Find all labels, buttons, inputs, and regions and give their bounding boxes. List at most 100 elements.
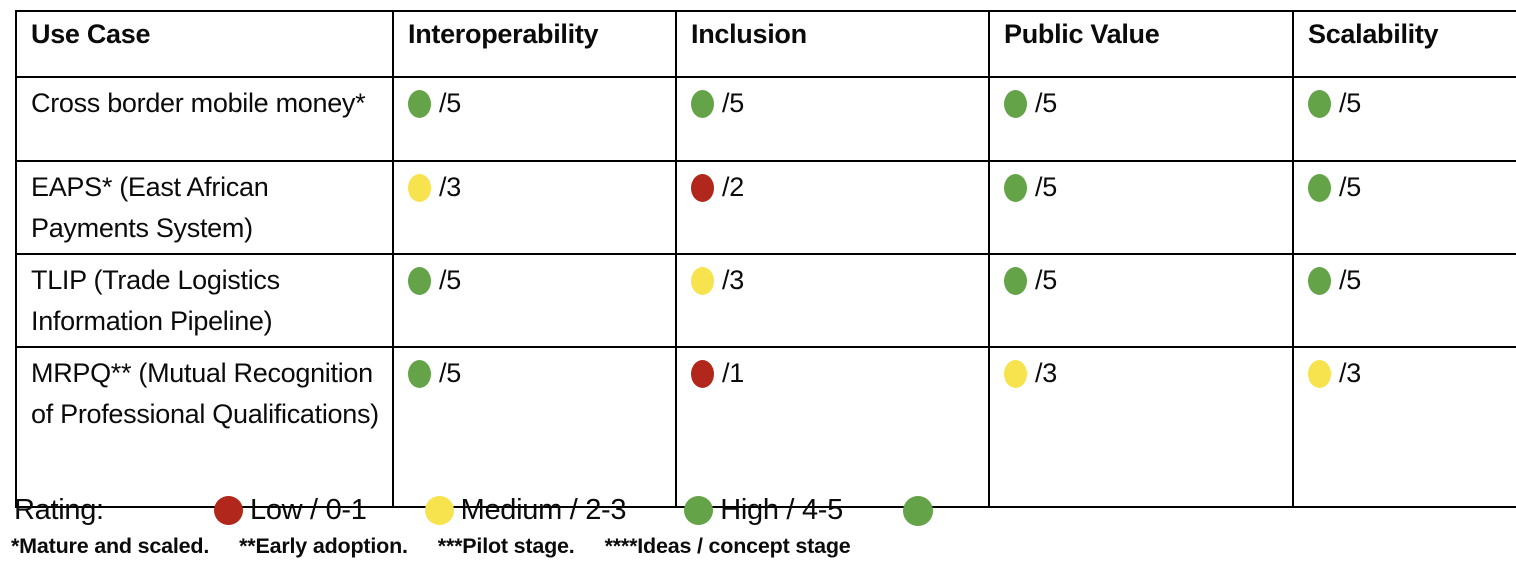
table-body: Cross border mobile money*/5/5/5/5 EAPS* … bbox=[15, 76, 1516, 508]
rating: /5 bbox=[1004, 260, 1057, 301]
rating-score: /5 bbox=[439, 265, 461, 295]
column-header-public-value: Public Value bbox=[988, 10, 1294, 78]
rating-cell: /5 bbox=[1292, 76, 1516, 162]
rating-cell: /5 bbox=[1292, 160, 1516, 255]
footnote: *Mature and scaled. bbox=[11, 534, 210, 558]
table-header: Use Case Interoperability Inclusion Public … bbox=[15, 10, 1516, 78]
legend-item-medium: Medium / 2-3 bbox=[424, 494, 627, 527]
rating-score: /1 bbox=[722, 358, 744, 388]
column-header-inclusion: Inclusion bbox=[675, 10, 990, 78]
rating-score: /5 bbox=[1035, 88, 1057, 118]
rating-cell: /5 bbox=[675, 76, 990, 162]
rating: /5 bbox=[1004, 83, 1057, 124]
rating: /1 bbox=[691, 353, 744, 394]
legend-items: Low / 0-1 Medium / 2-3 High / 4-5 bbox=[214, 494, 843, 527]
low-rating-dot-icon bbox=[691, 360, 714, 388]
rating-score: /5 bbox=[1339, 265, 1361, 295]
high-rating-dot-icon bbox=[408, 360, 431, 388]
rating: /5 bbox=[691, 83, 744, 124]
rating-score: /5 bbox=[1035, 265, 1057, 295]
rating-score: /5 bbox=[439, 88, 461, 118]
header-row: Use Case Interoperability Inclusion Public … bbox=[15, 10, 1516, 78]
rating-cell: /3 bbox=[988, 346, 1294, 508]
legend-item-high: High / 4-5 bbox=[684, 494, 843, 527]
rating: /5 bbox=[408, 260, 461, 301]
rating: /2 bbox=[691, 167, 744, 208]
rating-cell: /5 bbox=[392, 346, 677, 508]
legend-item-label: High / 4-5 bbox=[720, 494, 843, 526]
use-case-cell: EAPS* (East African Payments System) bbox=[15, 160, 394, 255]
high-rating-dot-icon bbox=[1004, 174, 1027, 202]
rating-cell: /5 bbox=[1292, 253, 1516, 348]
rating: /5 bbox=[1308, 83, 1361, 124]
rating-cell: /3 bbox=[675, 253, 990, 348]
rating-cell: /5 bbox=[988, 76, 1294, 162]
high-rating-dot-icon bbox=[408, 267, 431, 295]
high-rating-dot-icon bbox=[691, 90, 714, 118]
footnotes: *Mature and scaled. **Early adoption. ***P… bbox=[11, 534, 851, 559]
rating-score: /5 bbox=[439, 358, 461, 388]
rating: /3 bbox=[1308, 353, 1361, 394]
rating-score: /3 bbox=[439, 172, 461, 202]
extra-green-dot-icon bbox=[902, 495, 933, 526]
rating: /5 bbox=[408, 353, 461, 394]
legend-item-label: Low / 0-1 bbox=[250, 494, 367, 526]
rating-cell: /5 bbox=[392, 253, 677, 348]
table-row: TLIP (Trade Logistics Information Pipeli… bbox=[15, 253, 1516, 348]
rating-cell: /3 bbox=[1292, 346, 1516, 508]
table-row: EAPS* (East African Payments System) /3/2… bbox=[15, 160, 1516, 255]
use-case-rating-table: Use Case Interoperability Inclusion Public … bbox=[15, 10, 1516, 508]
rating-cell: /5 bbox=[988, 160, 1294, 255]
use-case-cell: MRPQ** (Mutual Recognition of Profession… bbox=[15, 346, 394, 508]
rating: /5 bbox=[408, 83, 461, 124]
rating: /3 bbox=[408, 167, 461, 208]
legend-label: Rating: bbox=[14, 494, 104, 526]
rating-cell: /3 bbox=[392, 160, 677, 255]
rating-score: /5 bbox=[1339, 172, 1361, 202]
rating-score: /3 bbox=[1339, 358, 1361, 388]
legend-item-label: Medium / 2-3 bbox=[460, 494, 627, 526]
rating-score: /3 bbox=[1035, 358, 1057, 388]
rating: /3 bbox=[691, 260, 744, 301]
medium-rating-dot-icon bbox=[1308, 360, 1331, 388]
rating-cell: /2 bbox=[675, 160, 990, 255]
medium-rating-dot-icon bbox=[408, 174, 431, 202]
high-rating-dot-icon bbox=[1308, 174, 1331, 202]
medium-rating-dot-icon bbox=[691, 267, 714, 295]
table-row: Cross border mobile money* /5/5/5/5 bbox=[15, 76, 1516, 162]
rating: /5 bbox=[1308, 167, 1361, 208]
medium-rating-dot-icon bbox=[1004, 360, 1027, 388]
footnote: ****Ideas / concept stage bbox=[604, 534, 851, 558]
column-header-interoperability: Interoperability bbox=[392, 10, 677, 78]
low-legend-dot-icon bbox=[214, 496, 243, 525]
column-header-use-case: Use Case bbox=[15, 10, 394, 78]
medium-legend-dot-icon bbox=[424, 496, 454, 525]
use-case-cell: TLIP (Trade Logistics Information Pipeli… bbox=[15, 253, 394, 348]
rating: /3 bbox=[1004, 353, 1057, 394]
rating-score: /3 bbox=[722, 265, 744, 295]
footnote: ***Pilot stage. bbox=[437, 534, 575, 558]
rating-score: /5 bbox=[1035, 172, 1057, 202]
low-rating-dot-icon bbox=[691, 174, 714, 202]
column-header-scalability: Scalability bbox=[1292, 10, 1516, 78]
rating-cell: /5 bbox=[988, 253, 1294, 348]
high-rating-dot-icon bbox=[1308, 267, 1331, 295]
high-rating-dot-icon bbox=[408, 90, 431, 118]
high-rating-dot-icon bbox=[1004, 267, 1027, 295]
rating-cell: /5 bbox=[392, 76, 677, 162]
high-legend-dot-icon bbox=[684, 496, 714, 525]
rating-cell: /1 bbox=[675, 346, 990, 508]
table-row: MRPQ** (Mutual Recognition of Profession… bbox=[15, 346, 1516, 508]
high-rating-dot-icon bbox=[1308, 90, 1331, 118]
footnote: **Early adoption. bbox=[239, 534, 408, 558]
legend-item-low: Low / 0-1 bbox=[214, 494, 367, 527]
rating-legend: Rating: Low / 0-1 Medium / 2-3 High / 4-5 bbox=[14, 494, 933, 527]
use-case-cell: Cross border mobile money* bbox=[15, 76, 394, 162]
rating-score: /2 bbox=[722, 172, 744, 202]
rating: /5 bbox=[1308, 260, 1361, 301]
rating: /5 bbox=[1004, 167, 1057, 208]
rating-score: /5 bbox=[722, 88, 744, 118]
high-rating-dot-icon bbox=[1004, 90, 1027, 118]
rating-score: /5 bbox=[1339, 88, 1361, 118]
